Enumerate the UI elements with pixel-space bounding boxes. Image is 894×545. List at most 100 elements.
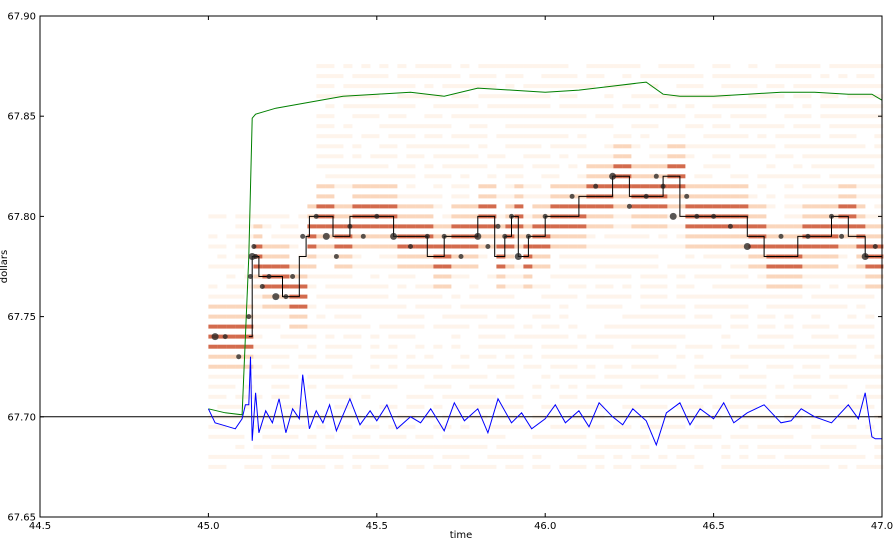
heatmap-cell	[748, 344, 758, 349]
heatmap-cell	[676, 134, 686, 139]
heatmap-cell	[829, 264, 839, 269]
heatmap-cell	[253, 344, 263, 349]
heatmap-cell	[226, 304, 236, 309]
heatmap-cell	[658, 94, 668, 99]
heatmap-cell	[856, 204, 866, 209]
heatmap-cell	[442, 74, 452, 79]
heatmap-cell	[820, 434, 830, 439]
heatmap-cell	[451, 144, 461, 149]
heatmap-cell	[559, 84, 569, 89]
heatmap-cell	[478, 464, 488, 469]
heatmap-cell	[460, 264, 470, 269]
heatmap-cell	[793, 124, 803, 129]
heatmap-cell	[631, 214, 641, 219]
heatmap-cell	[802, 74, 812, 79]
heatmap-cell	[622, 234, 632, 239]
heatmap-cell	[658, 304, 668, 309]
heatmap-cell	[784, 304, 794, 309]
heatmap-cell	[379, 264, 389, 269]
heatmap-cell	[271, 394, 281, 399]
heatmap-cell	[739, 144, 749, 149]
heatmap-cell	[676, 384, 686, 389]
heatmap-cell	[622, 394, 632, 399]
heatmap-cell	[280, 304, 290, 309]
heatmap-cell	[424, 244, 434, 249]
heatmap-cell	[577, 284, 587, 289]
heatmap-cell	[271, 324, 281, 329]
heatmap-cell	[505, 64, 515, 69]
heatmap-cell	[613, 354, 623, 359]
heatmap-cell	[613, 144, 623, 149]
heatmap-cell	[541, 304, 551, 309]
heatmap-cell	[640, 74, 650, 79]
heatmap-cell	[442, 444, 452, 449]
heatmap-cell	[352, 144, 362, 149]
heatmap-cell	[352, 104, 362, 109]
heatmap-cell	[460, 324, 470, 329]
heatmap-cell	[721, 274, 731, 279]
heatmap-cell	[271, 304, 281, 309]
heatmap-cell	[253, 294, 263, 299]
heatmap-cell	[487, 64, 497, 69]
heatmap-cell	[739, 324, 749, 329]
heatmap-cell	[406, 364, 416, 369]
heatmap-cell	[820, 464, 830, 469]
heatmap-cell	[622, 264, 632, 269]
heatmap-cell	[460, 444, 470, 449]
heatmap-cell	[442, 394, 452, 399]
heatmap-cell	[568, 204, 578, 209]
heatmap-cell	[505, 384, 515, 389]
heatmap-cell	[874, 154, 884, 159]
heatmap-cell	[820, 204, 830, 209]
heatmap-cell	[262, 444, 272, 449]
heatmap-cell	[451, 454, 461, 459]
heatmap-cell	[631, 324, 641, 329]
heatmap-cell	[676, 84, 686, 89]
heatmap-cell	[730, 464, 740, 469]
heatmap-cell	[280, 284, 290, 289]
heatmap-cell	[712, 364, 722, 369]
heatmap-cell	[550, 84, 560, 89]
heatmap-cell	[847, 334, 857, 339]
heatmap-cell	[514, 204, 524, 209]
heatmap-cell	[757, 384, 767, 389]
y-tick-label: 67.85	[7, 112, 36, 123]
heatmap-cell	[325, 284, 335, 289]
heatmap-cell	[784, 404, 794, 409]
heatmap-cell	[730, 204, 740, 209]
heatmap-cell	[541, 254, 551, 259]
heatmap-cell	[280, 254, 290, 259]
heatmap-cell	[370, 384, 380, 389]
heatmap-cell	[532, 244, 542, 249]
heatmap-cell	[595, 154, 605, 159]
heatmap-cell	[604, 274, 614, 279]
heatmap-cell	[487, 384, 497, 389]
heatmap-cell	[739, 124, 749, 129]
heatmap-cell	[595, 434, 605, 439]
heatmap-cell	[451, 374, 461, 379]
heatmap-cell	[559, 74, 569, 79]
heatmap-cell	[712, 374, 722, 379]
heatmap-cell	[370, 464, 380, 469]
heatmap-cell	[730, 134, 740, 139]
heatmap-cell	[811, 324, 821, 329]
heatmap-cell	[766, 284, 776, 289]
heatmap-cell	[829, 184, 839, 189]
heatmap-cell	[730, 314, 740, 319]
heatmap-cell	[820, 404, 830, 409]
heatmap-cell	[415, 224, 425, 229]
heatmap-cell	[568, 244, 578, 249]
heatmap-cell	[532, 224, 542, 229]
heatmap-cell	[712, 304, 722, 309]
heatmap-cell	[604, 224, 614, 229]
heatmap-cell	[514, 134, 524, 139]
heatmap-cell	[478, 74, 488, 79]
heatmap-cell	[334, 264, 344, 269]
heatmap-cell	[550, 244, 560, 249]
heatmap-cell	[568, 164, 578, 169]
heatmap-cell	[649, 394, 659, 399]
heatmap-cell	[820, 184, 830, 189]
heatmap-cell	[307, 254, 317, 259]
heatmap-cell	[820, 274, 830, 279]
heatmap-cell	[847, 344, 857, 349]
